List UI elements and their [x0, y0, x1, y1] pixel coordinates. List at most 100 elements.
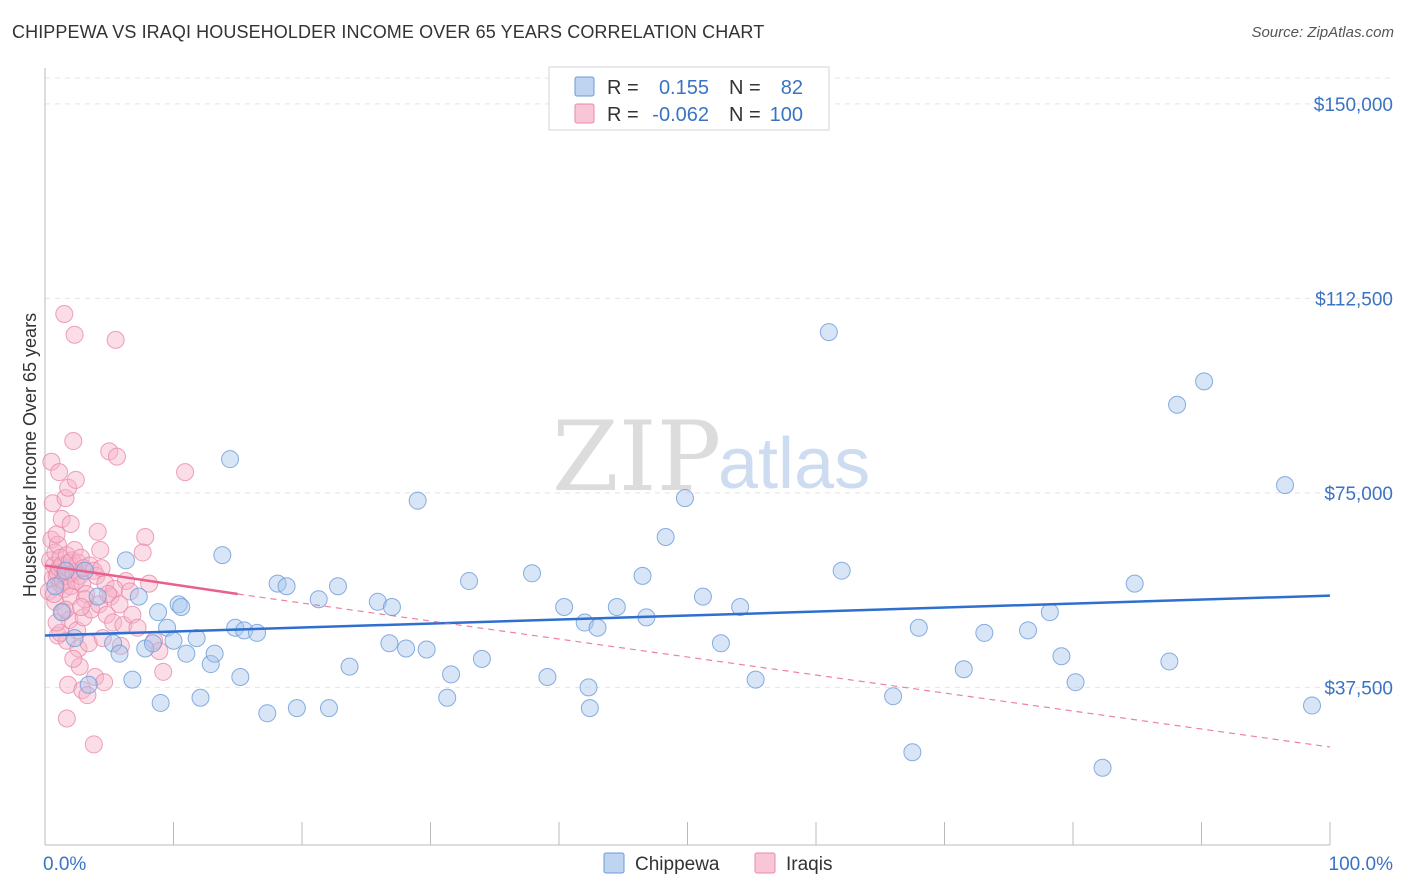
chippewa-point-40: [380, 634, 399, 653]
iraqis-point-44: [107, 447, 126, 466]
watermark: ZIP atlas: [552, 401, 870, 513]
iraqis-trend-line: [44, 564, 238, 596]
legend-bottom-label-chippewa: Chippewa: [635, 854, 720, 875]
chippewa-point-66: [832, 561, 851, 580]
chippewa-point-24: [205, 644, 224, 663]
chippewa-point-69: [909, 618, 928, 637]
chippewa-point-26: [221, 450, 240, 469]
legend-r-value-chippewa: 0.155: [659, 77, 709, 99]
chippewa-point-7: [104, 634, 123, 653]
chippewa-point-44: [417, 640, 436, 659]
grid-lines: [45, 77, 1395, 688]
chippewa-point-78: [1160, 652, 1179, 671]
chippewa-point-25: [213, 546, 232, 565]
iraqis-points: [39, 304, 195, 754]
iraqis-point-86: [84, 735, 103, 754]
iraqis-point-51: [91, 540, 110, 559]
chippewa-point-1: [52, 603, 71, 622]
iraqis-point-48: [133, 543, 152, 562]
iraqis-point-38: [64, 432, 83, 451]
chippewa-point-0: [46, 577, 65, 596]
iraqis-point-41: [65, 325, 84, 344]
chart-title: CHIPPEWA VS IRAQI HOUSEHOLDER INCOME OVE…: [12, 22, 765, 42]
chippewa-point-76: [1093, 758, 1112, 777]
chippewa-point-63: [731, 597, 750, 616]
chippewa-point-22: [191, 688, 210, 707]
legend-n-value-chippewa: 82: [781, 77, 803, 99]
chippewa-point-28: [231, 668, 250, 687]
iraqis-point-40: [55, 304, 74, 323]
chippewa-point-48: [472, 649, 491, 668]
legend-n-label-iraqis: N =: [729, 104, 761, 126]
y-tick-label-3: $150,000: [1314, 95, 1393, 116]
iraqis-point-95: [110, 595, 129, 614]
iraqis-point-35: [56, 489, 75, 508]
chippewa-point-43: [408, 491, 427, 510]
iraqis-point-85: [57, 709, 76, 728]
legend-bottom-label-iraqis: Iraqis: [786, 854, 832, 875]
iraqis-point-39: [66, 470, 85, 489]
iraqis-point-34: [52, 509, 71, 528]
chippewa-point-9: [116, 551, 135, 570]
watermark-atlas: atlas: [718, 424, 870, 504]
chippewa-point-62: [711, 634, 730, 653]
x-tick-labels: 0.0% 100.0%: [43, 854, 1393, 875]
chippewa-point-17: [164, 631, 183, 650]
iraqis-point-45: [176, 463, 195, 482]
chippewa-point-81: [1276, 476, 1295, 495]
iraqis-point-42: [106, 330, 125, 349]
iraqis-point-78: [154, 662, 173, 681]
iraqis-point-89: [47, 613, 66, 632]
chippewa-point-71: [975, 623, 994, 642]
chippewa-point-82: [1303, 696, 1322, 715]
iraqis-point-94: [98, 585, 117, 604]
iraqis-point-98: [71, 597, 90, 616]
chippewa-point-5: [79, 675, 98, 694]
iraqis-point-96: [120, 582, 139, 601]
chippewa-point-53: [579, 678, 598, 697]
legend-r-label-iraqis: R =: [607, 104, 639, 126]
legend-r-value-iraqis: -0.062: [652, 104, 709, 126]
iraqis-point-64: [74, 608, 93, 627]
iraqis-point-33: [50, 463, 69, 482]
y-tick-label-1: $75,000: [1324, 484, 1393, 505]
chippewa-point-54: [580, 699, 599, 718]
chippewa-point-77: [1125, 574, 1144, 593]
chippewa-point-56: [607, 597, 626, 616]
x-tick-label-end: 100.0%: [1329, 854, 1394, 875]
chippewa-point-49: [523, 564, 542, 583]
y-axis-title: Householder Income Over 65 years: [20, 313, 40, 597]
chippewa-point-39: [368, 592, 387, 611]
chippewa-point-55: [588, 618, 607, 637]
x-tick-label-start: 0.0%: [43, 854, 86, 875]
chippewa-point-65: [819, 323, 838, 342]
chippewa-point-57: [633, 566, 652, 585]
chippewa-point-74: [1052, 647, 1071, 666]
legend-swatch-iraqis: [574, 103, 595, 124]
iraqis-point-46: [88, 522, 107, 541]
y-tick-label-2: $112,500: [1315, 289, 1393, 310]
chippewa-points: [46, 323, 1322, 777]
chippewa-point-30: [248, 623, 267, 642]
chippewa-point-50: [538, 668, 557, 687]
y-tick-label-0: $37,500: [1324, 678, 1393, 699]
iraqis-point-99: [44, 585, 63, 604]
legend-top: R = 0.155 N = 82 R = -0.062 N = 100: [548, 66, 830, 131]
chippewa-point-51: [555, 597, 574, 616]
legend-r-label-chippewa: R =: [607, 77, 639, 99]
y-tick-labels: $37,500 $75,000 $112,500 $150,000: [1314, 95, 1393, 699]
chippewa-point-14: [149, 603, 168, 622]
chippewa-point-35: [309, 590, 328, 609]
chippewa-point-23: [201, 655, 220, 674]
chippewa-point-70: [954, 660, 973, 679]
trend-lines: [44, 564, 1331, 748]
legend-n-label-chippewa: N =: [729, 77, 761, 99]
iraqis-trend-extension: [237, 593, 1331, 748]
iraqis-point-37: [61, 515, 80, 534]
chippewa-point-67: [884, 687, 903, 706]
chippewa-point-60: [675, 489, 694, 508]
chippewa-point-13: [143, 634, 162, 653]
chippewa-point-68: [903, 743, 922, 762]
iraqis-point-87: [64, 649, 83, 668]
